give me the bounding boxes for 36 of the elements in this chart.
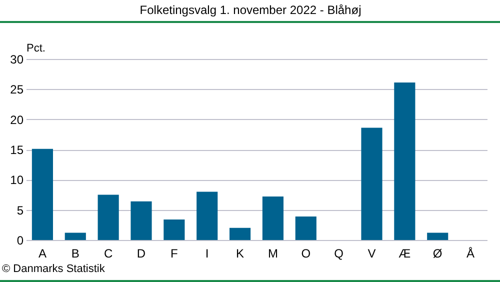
x-tick-label: Q: [334, 246, 344, 260]
x-tick-label: C: [104, 246, 113, 260]
bar: [196, 192, 218, 240]
x-tick-label: I: [205, 246, 209, 260]
x-tick-label: V: [368, 246, 376, 260]
x-tick-label: F: [170, 246, 178, 260]
x-tick-label: O: [301, 246, 311, 260]
x-tick-label: A: [38, 246, 46, 260]
y-tick-label: 5: [16, 203, 24, 218]
y-tick-label: 25: [10, 82, 24, 97]
y-tick-label: 0: [16, 234, 24, 248]
x-tick-label: M: [268, 246, 278, 260]
bar: [32, 148, 53, 240]
bar: [98, 194, 119, 240]
y-axis-title: Pct.: [26, 42, 46, 54]
text: © Danmarks Statistik: [2, 263, 105, 275]
bar: [230, 228, 251, 240]
bar: [295, 216, 316, 240]
x-tick-label: Ø: [432, 246, 442, 260]
x-tick-label: Å: [466, 246, 475, 260]
bar: [130, 201, 152, 240]
bar: [394, 82, 416, 240]
x-tick-label: K: [236, 246, 244, 260]
y-tick-label: 30: [10, 52, 24, 66]
y-tick-label: 15: [10, 143, 24, 157]
bar: [361, 128, 382, 240]
y-tick-label: 10: [10, 173, 24, 188]
bar: [64, 232, 86, 240]
bar: [164, 219, 185, 240]
x-tick-label: D: [136, 246, 146, 260]
y-tick-label: 20: [10, 112, 24, 127]
x-tick-label: B: [71, 246, 80, 260]
chart-title: Folketingsvalg 1. november 2022 - Blåhøj: [140, 3, 362, 17]
x-tick-label: Æ: [398, 246, 411, 260]
bar: [262, 196, 284, 240]
bar: [427, 232, 448, 240]
